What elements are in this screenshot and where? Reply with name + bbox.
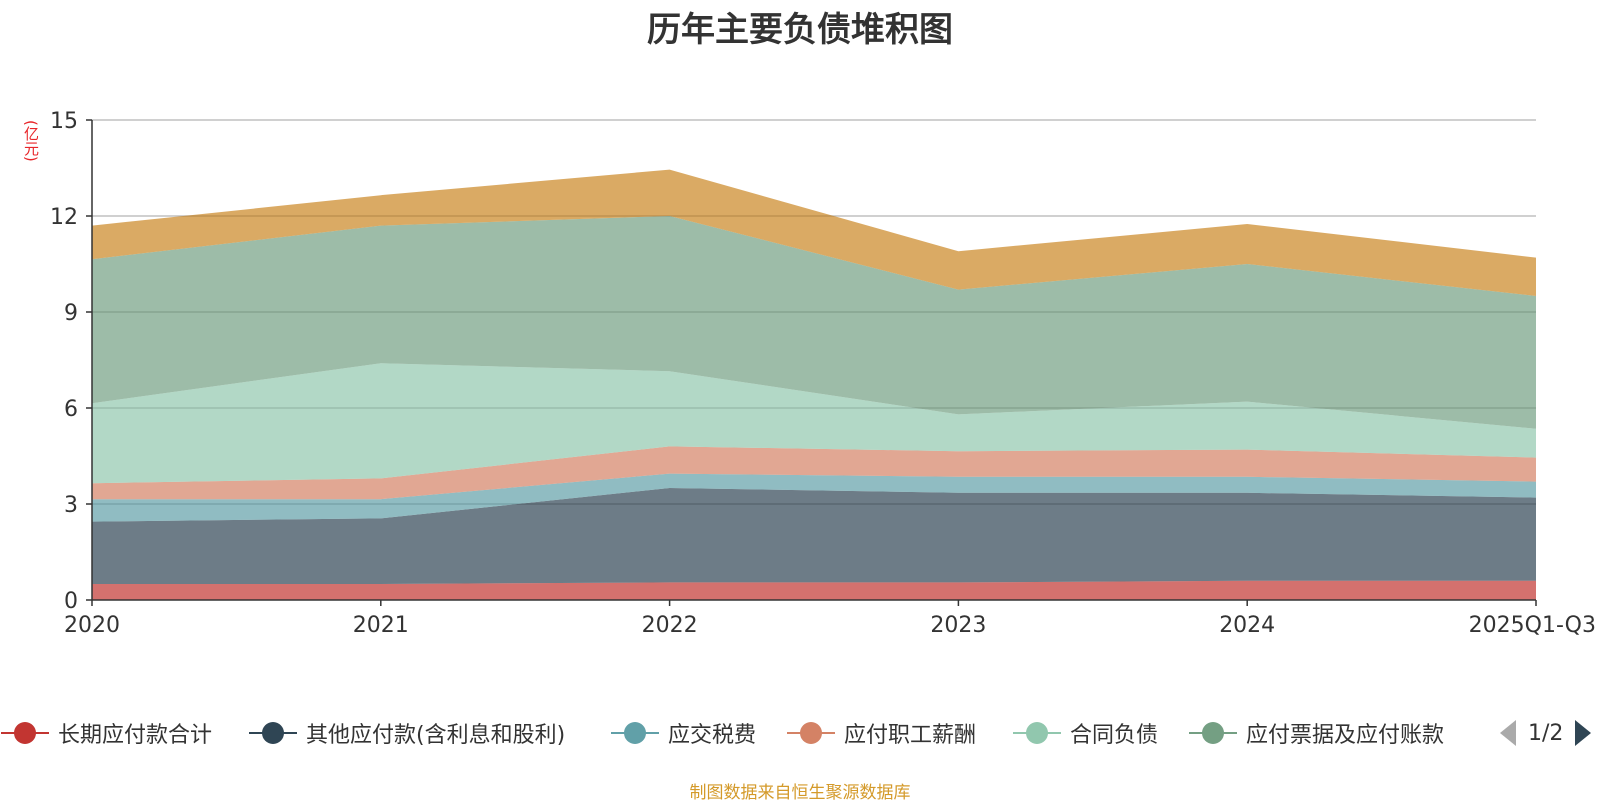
x-tick-label: 2023 (930, 613, 986, 638)
legend-label: 其他应付款(含利息和股利) (306, 723, 566, 748)
y-tick-label: 6 (64, 397, 78, 422)
legend-item[interactable]: 其他应付款(含利息和股利) (248, 716, 565, 750)
legend-marker-icon (1013, 722, 1061, 744)
y-tick-label: 3 (64, 493, 78, 518)
legend-marker-icon (1189, 722, 1237, 744)
legend-item[interactable]: 合同负债 (1012, 716, 1158, 750)
x-tick-label: 2025Q1-Q3 (1469, 613, 1596, 638)
x-tick-label: 2022 (642, 613, 698, 638)
x-tick-label: 2024 (1219, 613, 1275, 638)
legend-next-page-icon[interactable] (1571, 718, 1593, 748)
legend-item[interactable]: 应付票据及应付账款 (1188, 716, 1444, 750)
legend-marker-icon (611, 722, 659, 744)
legend-pager: 1/2 (1498, 716, 1593, 750)
axes: 0 3 6 9 12 15 2020 2021 2022 2023 2024 2025Q1-Q3 (50, 109, 1596, 638)
legend-label: 合同负债 (1070, 723, 1159, 748)
area-series-4[interactable] (92, 363, 1536, 484)
legend-marker-icon (249, 722, 297, 744)
legend-label: 应交税费 (668, 723, 757, 748)
area-series-0[interactable] (92, 580, 1536, 600)
data-source-note: 制图数据来自恒生聚源数据库 (689, 783, 911, 803)
y-tick-label: 0 (64, 589, 78, 614)
y-tick-label: 12 (50, 205, 78, 230)
legend-label: 长期应付款合计 (58, 723, 213, 748)
stacked-area-chart: 0 3 6 9 12 15 2020 2021 2022 2023 2024 2025Q1-Q3 (50, 109, 1596, 638)
area-series-6[interactable] (92, 169, 1536, 296)
legend: 长期应付款合计 其他应付款(含利息和股利) 应交税费 应付职工薪酬 合同负债 应付票据及应… (0, 716, 1600, 750)
legend-prev-page-icon[interactable] (1498, 718, 1520, 748)
y-tick-label: 9 (64, 301, 78, 326)
legend-item[interactable]: 长期应付款合计 (0, 716, 212, 750)
area-series-3[interactable] (92, 446, 1536, 500)
chart-title: 历年主要负债堆积图 (647, 10, 953, 50)
area-series-group (92, 119, 1536, 600)
legend-item[interactable]: 应交税费 (610, 716, 756, 750)
legend-label: 应付职工薪酬 (844, 723, 977, 748)
x-tick-label: 2020 (64, 613, 120, 638)
legend-marker-icon (1, 722, 49, 744)
area-series-5[interactable] (92, 216, 1536, 429)
area-series-2[interactable] (92, 473, 1536, 522)
legend-marker-icon (787, 722, 835, 744)
x-tick-label: 2021 (353, 613, 409, 638)
legend-page-indicator: 1/2 (1528, 720, 1564, 746)
legend-label: 应付票据及应付账款 (1246, 723, 1445, 748)
legend-item[interactable]: 应付职工薪酬 (786, 716, 976, 750)
area-series-1[interactable] (92, 488, 1536, 584)
y-tick-label: 15 (50, 109, 78, 134)
y-axis-unit-label: (亿元) (22, 120, 40, 162)
